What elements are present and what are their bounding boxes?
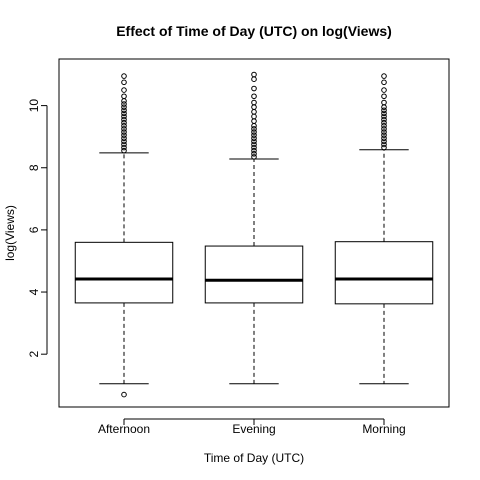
outlier-point bbox=[382, 94, 387, 99]
box-group-evening bbox=[205, 72, 303, 383]
outlier-point bbox=[382, 105, 387, 110]
y-tick-label: 2 bbox=[27, 351, 41, 358]
outlier-point bbox=[122, 94, 127, 99]
x-tick-label: Evening bbox=[232, 422, 275, 436]
outlier-point bbox=[382, 100, 387, 105]
y-axis: 2 4 6 8 10 bbox=[27, 99, 47, 358]
outlier-point bbox=[382, 74, 387, 79]
outlier-point bbox=[252, 114, 257, 119]
y-tick-label: 6 bbox=[27, 226, 41, 233]
x-axis-label: Time of Day (UTC) bbox=[204, 451, 304, 465]
boxes-layer bbox=[75, 72, 433, 397]
chart-title: Effect of Time of Day (UTC) on log(Views… bbox=[116, 23, 392, 39]
outlier-point bbox=[252, 100, 257, 105]
outlier-point bbox=[252, 110, 257, 115]
outlier-point bbox=[252, 105, 257, 110]
outlier-point bbox=[252, 77, 257, 82]
iqr-box bbox=[335, 242, 433, 304]
iqr-box bbox=[75, 242, 173, 303]
outlier-point bbox=[252, 119, 257, 124]
outlier-point bbox=[122, 80, 127, 85]
outlier-point bbox=[122, 88, 127, 93]
outlier-point bbox=[122, 392, 127, 397]
x-tick-label: Afternoon bbox=[98, 422, 150, 436]
outlier-point bbox=[252, 94, 257, 99]
outlier-point bbox=[382, 88, 387, 93]
outlier-point bbox=[252, 124, 257, 129]
y-tick-label: 10 bbox=[27, 99, 41, 113]
y-tick-label: 4 bbox=[27, 288, 41, 295]
outlier-point bbox=[122, 99, 127, 104]
iqr-box bbox=[205, 246, 303, 303]
outlier-point bbox=[252, 86, 257, 91]
box-group-morning bbox=[335, 74, 433, 384]
outlier-point bbox=[122, 74, 127, 79]
box-group-afternoon bbox=[75, 74, 173, 397]
y-axis-label: log(Views) bbox=[3, 205, 17, 261]
x-tick-label: Morning bbox=[362, 422, 405, 436]
y-tick-label: 8 bbox=[27, 164, 41, 171]
outlier-point bbox=[382, 80, 387, 85]
x-axis: Afternoon Evening Morning bbox=[98, 419, 406, 436]
outlier-point bbox=[252, 72, 257, 77]
